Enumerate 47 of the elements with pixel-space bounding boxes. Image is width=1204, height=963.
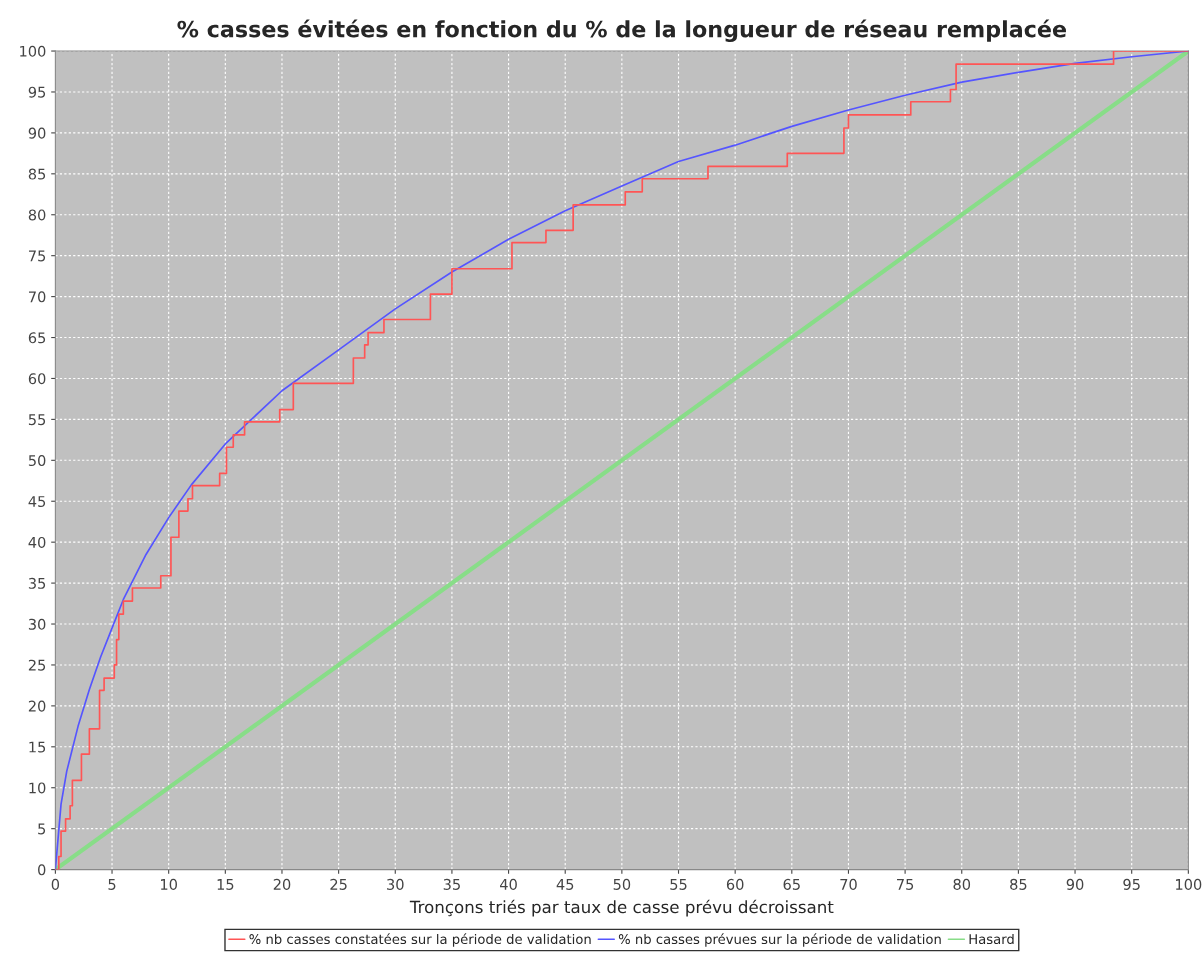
legend-label: % nb casses constatées sur la période de validation xyxy=(249,933,591,947)
y-tick-label: 75 xyxy=(29,250,46,262)
x-tick-label: 80 xyxy=(953,878,971,890)
y-tick-label: 10 xyxy=(29,782,46,794)
x-tick-label: 10 xyxy=(161,878,177,890)
x-tick-label: 65 xyxy=(783,878,800,890)
y-tick-label: 100 xyxy=(20,45,46,57)
x-tick-label: 70 xyxy=(840,878,857,890)
x-tick-label: 25 xyxy=(330,878,347,890)
y-tick-label: 65 xyxy=(28,332,46,344)
y-tick-label: 80 xyxy=(28,209,46,221)
x-tick-label: 40 xyxy=(500,878,517,890)
y-tick-label: 0 xyxy=(38,864,46,876)
y-tick-label: 40 xyxy=(28,536,46,548)
x-tick-label: 35 xyxy=(443,878,460,890)
y-tick-label: 60 xyxy=(28,373,46,385)
legend-label: Hasard xyxy=(969,933,1014,945)
x-tick-label: 0 xyxy=(51,878,60,890)
y-tick-label: 70 xyxy=(29,291,46,303)
y-tick-label: 50 xyxy=(28,455,46,467)
x-tick-label: 95 xyxy=(1123,878,1140,890)
y-tick-label: 5 xyxy=(38,823,46,835)
x-axis-title: Tronçons triés par taux de casse prévu décroissant xyxy=(409,899,834,917)
legend-label: % nb casses prévues sur la période de validation xyxy=(618,933,941,947)
x-tick-label: 85 xyxy=(1010,878,1027,890)
y-tick-label: 95 xyxy=(28,86,46,98)
y-tick-label: 15 xyxy=(29,741,46,753)
x-tick-label: 75 xyxy=(897,879,914,890)
y-tick-label: 85 xyxy=(28,168,46,180)
y-tick-label: 20 xyxy=(28,700,46,712)
x-tick-label: 20 xyxy=(273,878,291,890)
y-tick-label: 30 xyxy=(28,618,46,630)
chart-title: % casses évitées en fonction du % de la longueur de réseau remplacée xyxy=(177,19,1066,42)
x-tick-label: 90 xyxy=(1066,878,1084,890)
x-tick-label: 15 xyxy=(217,879,234,890)
y-tick-label: 90 xyxy=(28,127,46,139)
y-tick-label: 25 xyxy=(28,659,46,671)
y-tick-label: 45 xyxy=(28,496,46,507)
x-tick-label: 45 xyxy=(556,879,574,890)
x-tick-label: 60 xyxy=(726,878,744,890)
x-tick-label: 30 xyxy=(387,878,404,890)
y-tick-label: 35 xyxy=(28,577,46,589)
y-tick-label: 55 xyxy=(28,414,46,426)
x-tick-label: 100 xyxy=(1176,878,1202,890)
x-tick-label: 55 xyxy=(670,879,687,890)
x-tick-label: 5 xyxy=(108,879,116,890)
x-tick-label: 50 xyxy=(613,878,631,890)
